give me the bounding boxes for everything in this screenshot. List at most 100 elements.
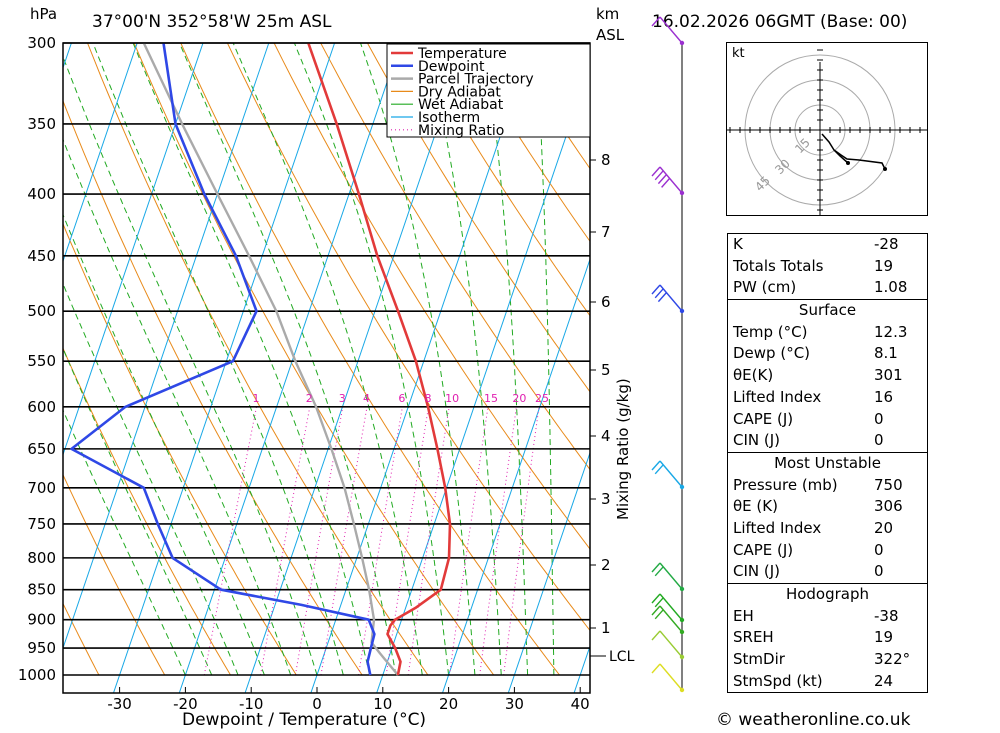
wind-barb-flag (654, 288, 664, 299)
km-tick-label: 3 (601, 490, 611, 508)
wet-adiabat-line (63, 282, 239, 676)
mixing-ratio-label: 4 (363, 392, 370, 405)
lcl-label: LCL (609, 649, 635, 665)
wind-barb-staff (659, 663, 683, 691)
x-tick-label: -30 (107, 695, 132, 713)
mixing-ratio-label: 25 (535, 392, 549, 405)
wind-barb-staff (659, 593, 683, 621)
mixing-ratio-line (320, 406, 368, 676)
wind-barb-flag (661, 177, 671, 188)
km-tick-label: 7 (601, 223, 611, 241)
index-row: Temp (°C) 12.3 (728, 322, 927, 344)
dry-adiabat-line (133, 43, 495, 676)
mixing-ratio-label: 6 (398, 392, 405, 405)
km-tick-label: 4 (601, 427, 611, 445)
mixing-ratio-label: 3 (339, 392, 346, 405)
pressure-tick-label: 800 (27, 549, 56, 567)
wet-adiabat-line (63, 138, 292, 676)
hodo-end-dot (883, 167, 887, 171)
wind-barb-dot (679, 617, 685, 623)
index-value: 0 (874, 431, 884, 450)
mixing-ratio-line (294, 406, 344, 676)
index-row: Pressure (mb) 750 (728, 475, 927, 497)
index-value: 322° (874, 650, 911, 669)
index-row: StmSpd (kt) 24 (728, 671, 927, 693)
index-name: CIN (J) (733, 562, 781, 581)
index-name: SREH (733, 628, 774, 647)
location-title: 37°00'N 352°58'W 25m ASL (92, 12, 332, 32)
skew-t-chart: 3003504004505005506006507007508008509009… (18, 16, 685, 713)
wet-adiabat-line (63, 347, 213, 676)
legend-label: Mixing Ratio (418, 123, 504, 139)
pressure-tick-label: 450 (27, 247, 56, 265)
mixing-ratio-label: 1 (253, 392, 260, 405)
isotherm-line (507, 451, 590, 693)
datetime-title: 16.02.2026 06GMT (Base: 00) (652, 12, 908, 32)
index-name: Pressure (mb) (733, 475, 838, 494)
wet-adiabat-line (63, 55, 318, 676)
dry-adiabat-line (63, 222, 297, 676)
most-unstable-section: Most Unstable Pressure (mb) 750 θE (K) 306 L… (728, 451, 927, 583)
wind-barb-staff (659, 630, 683, 658)
mixing-ratio-label: 10 (445, 392, 459, 405)
x-tick-label: 0 (312, 695, 322, 713)
isotherm-line (441, 257, 590, 693)
wind-barb-flag (651, 166, 661, 177)
wet-adiabat-line (132, 43, 371, 676)
wind-barb-flag (654, 566, 664, 577)
legend-label: Wet Adiabat (418, 97, 504, 113)
pressure-tick-label: 950 (27, 639, 56, 657)
index-name: Lifted Index (733, 387, 822, 406)
wind-barb-staff (659, 562, 683, 590)
pressure-tick-label: 600 (27, 398, 56, 416)
mixing-ratio-label: 8 (424, 392, 431, 405)
hpa-label: hPa (30, 5, 58, 23)
dry-adiabat-line (413, 43, 590, 317)
index-name: EH (733, 606, 754, 625)
wind-barb-flag (651, 663, 661, 674)
mixing-ratio-line (448, 406, 489, 676)
x-tick-label: -20 (173, 695, 198, 713)
wind-barb-staff (659, 16, 683, 44)
index-row: StmDir 322° (728, 649, 927, 671)
isotherm-line (63, 43, 270, 650)
legend-box (386, 43, 591, 138)
wind-barb-staff (659, 284, 683, 312)
index-row: CIN (J) 0 (728, 430, 927, 452)
wind-barb-dot (679, 654, 685, 660)
dry-adiabat-line (63, 602, 100, 676)
index-name: θE(K) (733, 366, 774, 385)
index-name: Temp (°C) (733, 322, 808, 341)
dry-adiabat-line (86, 43, 429, 676)
x-axis-title: Dewpoint / Temperature (°C) (182, 710, 427, 730)
index-value: 0 (874, 409, 884, 428)
wet-adiabat-line (232, 43, 423, 676)
index-name: CIN (J) (733, 431, 781, 450)
dry-adiabat-line (460, 43, 590, 243)
km-tick-label: 8 (601, 151, 611, 169)
pressure-tick-label: 700 (27, 479, 56, 497)
mixing-ratio-label: 2 (306, 392, 313, 405)
isotherm-line (573, 644, 590, 693)
mixing-ratio-axis-title: Mixing Ratio (g/kg) (614, 378, 632, 520)
hodograph-title: Hodograph (785, 585, 870, 603)
index-row: K -28 (728, 234, 927, 256)
index-row: SREH 19 (728, 627, 927, 649)
index-name: Lifted Index (733, 518, 822, 537)
index-value: 19 (874, 256, 894, 275)
legend-label: Temperature (417, 46, 507, 62)
most-unstable-title: Most Unstable (774, 453, 881, 472)
hodograph-section: Hodograph EH -38 SREH 19 StmDir 322° StmSpd (k… (728, 583, 927, 692)
index-value: 20 (874, 518, 894, 537)
pressure-tick-label: 300 (27, 34, 56, 52)
wet-adiabat-line (293, 43, 450, 676)
hodo-storm-motion (833, 149, 849, 164)
index-value: 16 (874, 387, 894, 406)
index-value: 24 (874, 671, 894, 690)
mixing-ratio-line (407, 406, 450, 676)
pressure-tick-label: 750 (27, 515, 56, 533)
x-tick-label: 20 (439, 695, 458, 713)
index-value: -28 (874, 235, 899, 253)
wind-barb-flag (651, 630, 661, 641)
dewpoint-line (70, 43, 376, 676)
